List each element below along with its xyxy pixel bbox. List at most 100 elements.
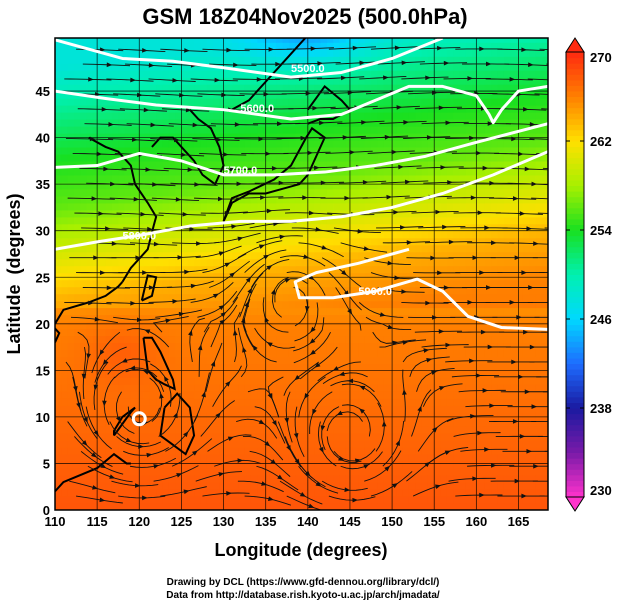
field-cell — [516, 188, 524, 197]
field-cell — [326, 335, 334, 343]
field-cell — [396, 237, 404, 246]
field-cell — [206, 482, 214, 490]
field-cell — [282, 461, 290, 469]
field-cell — [421, 482, 429, 490]
field-cell — [156, 244, 163, 253]
field-cell — [149, 349, 157, 357]
field-cell — [238, 91, 246, 99]
field-cell — [55, 440, 62, 448]
field-cell — [149, 119, 157, 127]
field-cell — [263, 321, 271, 330]
field-cell — [80, 167, 88, 176]
field-cell — [263, 489, 271, 497]
field-cell — [276, 482, 284, 490]
field-cell — [238, 244, 246, 253]
field-cell — [301, 139, 309, 148]
field-cell — [440, 244, 448, 253]
field-cell — [345, 328, 353, 337]
field-cell — [263, 202, 271, 211]
field-cell — [118, 356, 126, 364]
field-cell — [421, 307, 429, 316]
field-cell — [440, 279, 448, 288]
field-cell — [352, 139, 359, 148]
field-cell — [459, 412, 467, 420]
field-cell — [408, 98, 416, 106]
field-cell — [453, 216, 461, 225]
field-cell — [225, 146, 233, 155]
field-cell — [408, 174, 416, 183]
field-cell — [111, 496, 119, 504]
field-cell — [282, 181, 290, 190]
field-cell — [162, 272, 170, 281]
field-cell — [156, 160, 163, 169]
field-cell — [67, 237, 75, 246]
field-cell — [314, 272, 321, 281]
field-cell — [244, 398, 252, 406]
field-cell — [301, 286, 309, 295]
field-cell — [491, 202, 498, 211]
field-cell — [149, 398, 157, 406]
field-cell — [181, 426, 189, 434]
field-cell — [358, 426, 366, 434]
field-cell — [415, 265, 423, 274]
field-cell — [408, 419, 416, 427]
field-cell — [440, 160, 448, 169]
field-cell — [194, 258, 201, 267]
field-cell — [74, 377, 81, 385]
field-cell — [232, 160, 239, 169]
field-cell — [92, 195, 100, 204]
field-cell — [383, 447, 391, 455]
field-cell — [111, 300, 119, 309]
field-cell — [440, 293, 448, 302]
field-cell — [206, 391, 214, 399]
field-cell — [175, 440, 182, 448]
field-cell — [503, 91, 511, 99]
field-cell — [168, 454, 176, 462]
field-cell — [529, 244, 536, 253]
field-cell — [137, 363, 145, 371]
field-cell — [257, 279, 265, 288]
field-cell — [307, 188, 315, 197]
field-cell — [339, 105, 347, 113]
field-cell — [478, 230, 486, 239]
field-cell — [333, 314, 340, 323]
field-cell — [61, 230, 69, 239]
field-cell — [149, 112, 157, 120]
field-cell — [213, 286, 220, 295]
field-cell — [206, 98, 214, 106]
field-cell — [74, 70, 81, 78]
field-cell — [137, 146, 145, 155]
field-cell — [415, 174, 423, 183]
field-cell — [333, 272, 340, 281]
field-cell — [339, 433, 347, 441]
field-cell — [156, 77, 163, 85]
field-cell — [149, 126, 157, 134]
field-cell — [491, 349, 498, 357]
field-cell — [548, 175, 555, 183]
field-cell — [484, 307, 492, 316]
field-cell — [250, 146, 258, 155]
field-cell — [377, 70, 385, 78]
field-cell — [484, 251, 492, 260]
field-cell — [156, 328, 163, 337]
field-cell — [232, 342, 239, 350]
field-cell — [320, 307, 328, 316]
field-cell — [415, 398, 423, 406]
field-cell — [333, 468, 340, 476]
field-cell — [288, 363, 296, 371]
field-cell — [269, 265, 277, 274]
field-cell — [541, 251, 548, 260]
field-cell — [282, 433, 290, 441]
field-cell — [352, 391, 359, 399]
field-cell — [446, 328, 454, 337]
field-cell — [238, 174, 246, 183]
field-cell — [225, 461, 233, 469]
field-cell — [301, 307, 309, 316]
field-cell — [238, 126, 246, 134]
field-cell — [478, 70, 486, 78]
field-cell — [390, 468, 397, 476]
field-cell — [200, 146, 208, 155]
field-cell — [371, 265, 378, 274]
field-cell — [415, 237, 423, 246]
field-cell — [314, 503, 321, 510]
